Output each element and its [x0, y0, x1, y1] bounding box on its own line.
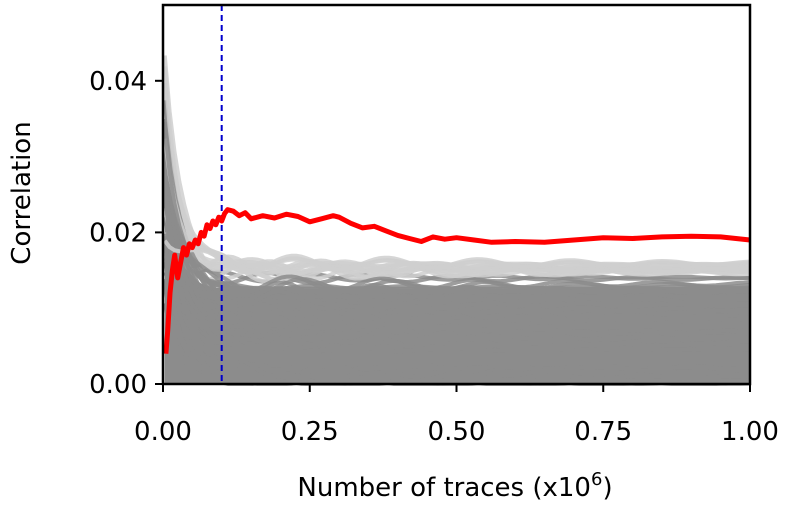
y-tick-label: 0.00	[89, 370, 147, 400]
background-trace-line	[162, 91, 751, 275]
y-tick-label: 0.02	[89, 218, 147, 248]
background-trace-line	[162, 66, 751, 277]
background-trace-line	[162, 176, 751, 318]
background-trace-line	[162, 125, 751, 276]
y-axis-label: Correlation	[7, 121, 37, 264]
background-trace-line	[162, 87, 751, 270]
background-trace-line	[162, 179, 751, 351]
background-trace-line	[162, 261, 751, 328]
background-trace-line	[162, 83, 751, 273]
background-trace-line	[162, 190, 751, 295]
x-tick-label: 0.50	[428, 417, 486, 447]
background-trace-line	[162, 172, 751, 354]
x-axis-label: Number of traces (x106)	[297, 469, 612, 503]
background-trace-line	[162, 82, 751, 284]
x-tick-label: 0.25	[281, 417, 339, 447]
y-axis-ticks: 0.00 0.02 0.04	[89, 67, 163, 400]
background-trace-line	[162, 118, 751, 282]
highlight-series-line	[163, 207, 751, 354]
x-tick-label: 1.00	[721, 417, 779, 447]
background-trace-line	[162, 84, 751, 294]
background-trace-line	[163, 239, 751, 274]
background-trace-line	[162, 127, 751, 312]
background-trace-line	[162, 176, 751, 292]
background-trace-line	[162, 144, 751, 310]
background-trace-line	[162, 138, 750, 269]
x-tick-label: 0.75	[574, 417, 632, 447]
x-axis-ticks: 0.00 0.25 0.50 0.75 1.00	[134, 384, 779, 447]
background-trace-line	[162, 118, 750, 331]
background-trace-line	[162, 302, 750, 384]
background-trace-line	[162, 187, 751, 379]
background-traces	[162, 55, 751, 386]
y-tick-label: 0.04	[89, 67, 147, 97]
background-trace-line	[162, 148, 750, 366]
background-trace-line	[162, 55, 751, 281]
x-tick-label: 0.00	[134, 417, 192, 447]
